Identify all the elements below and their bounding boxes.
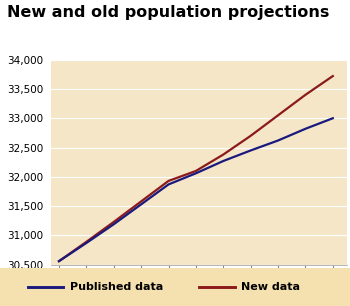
- Text: New and old population projections: New and old population projections: [7, 5, 329, 20]
- Text: New data: New data: [241, 282, 301, 292]
- Text: Published data: Published data: [70, 282, 163, 292]
